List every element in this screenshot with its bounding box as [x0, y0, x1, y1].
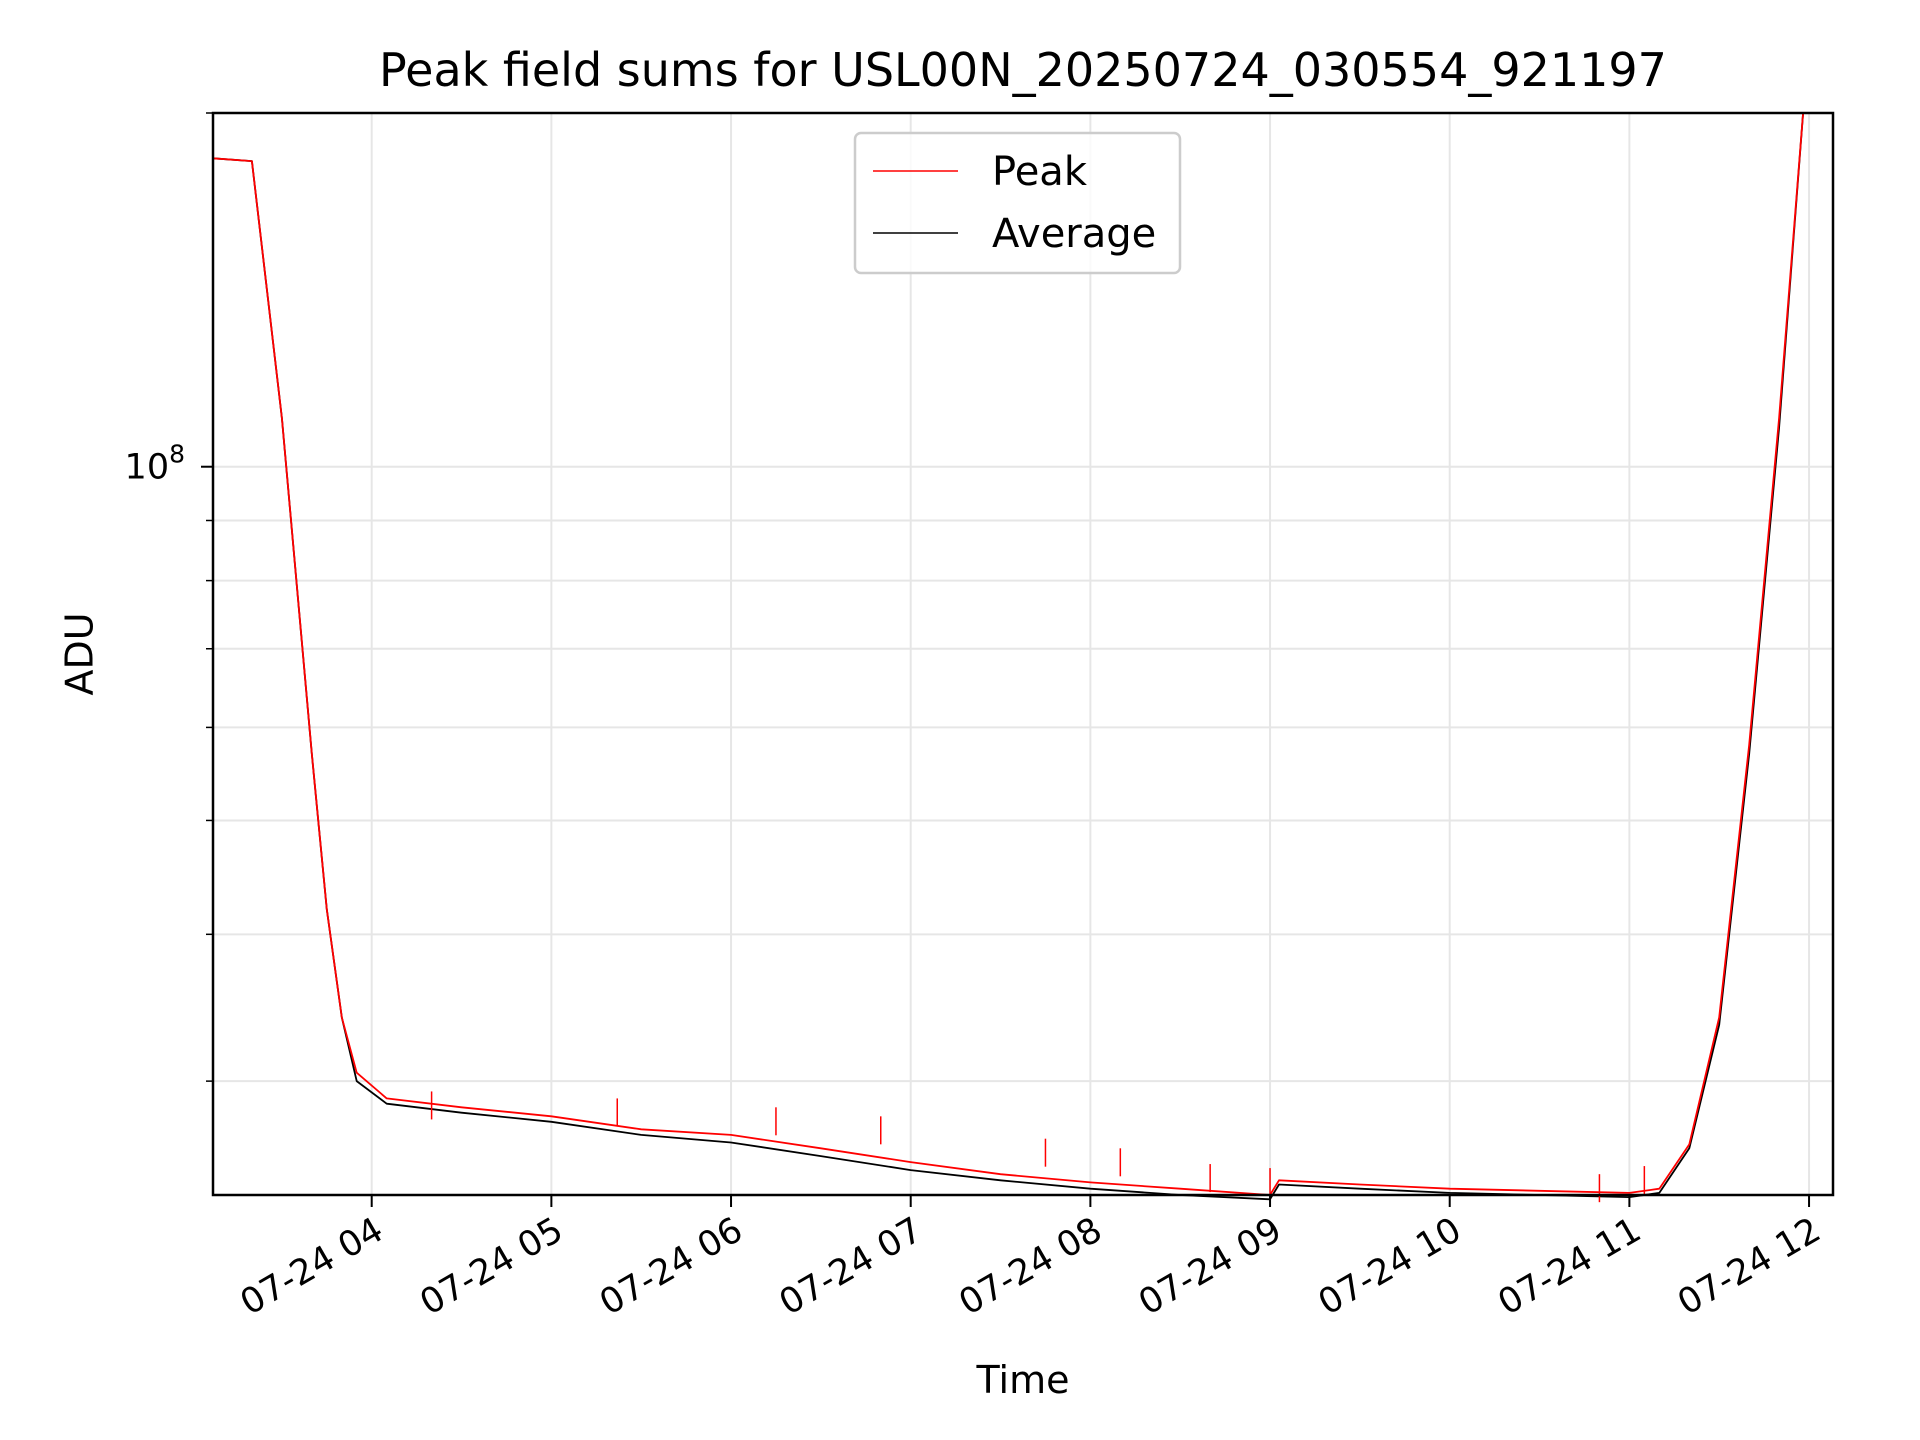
y-axis-ticks: 108	[125, 112, 213, 1082]
series-line-average	[212, 112, 1804, 1201]
grid	[213, 112, 1833, 1195]
legend-label-average: Average	[992, 211, 1156, 257]
x-tick-label: 07-24 08	[953, 1210, 1109, 1323]
x-tick-label: 07-24 10	[1312, 1210, 1468, 1323]
y-tick-label: 108	[125, 440, 185, 488]
x-tick-label: 07-24 11	[1492, 1210, 1648, 1323]
legend: Peak Average	[853, 131, 1182, 275]
x-axis-ticks: 07-24 04 07-24 05 07-24 06 07-24 07 07-24 08…	[234, 1195, 1828, 1323]
series-layer	[212, 112, 1804, 1203]
chart-title: Peak field sums for USL00N_20250724_0305…	[379, 43, 1667, 97]
x-tick-label: 07-24 09	[1132, 1210, 1288, 1323]
x-tick-label: 07-24 12	[1671, 1210, 1827, 1323]
x-tick-label: 07-24 05	[414, 1210, 570, 1323]
x-tick-label: 07-24 04	[234, 1210, 390, 1323]
x-axis-label: Time	[976, 1358, 1070, 1402]
y-axis-label: ADU	[58, 612, 102, 695]
x-tick-label: 07-24 06	[593, 1210, 749, 1323]
legend-box	[853, 131, 1182, 275]
x-tick-label: 07-24 07	[773, 1210, 929, 1323]
series-line-peak	[212, 112, 1804, 1196]
legend-label-peak: Peak	[992, 149, 1088, 195]
plot-frame	[211, 111, 1835, 1197]
